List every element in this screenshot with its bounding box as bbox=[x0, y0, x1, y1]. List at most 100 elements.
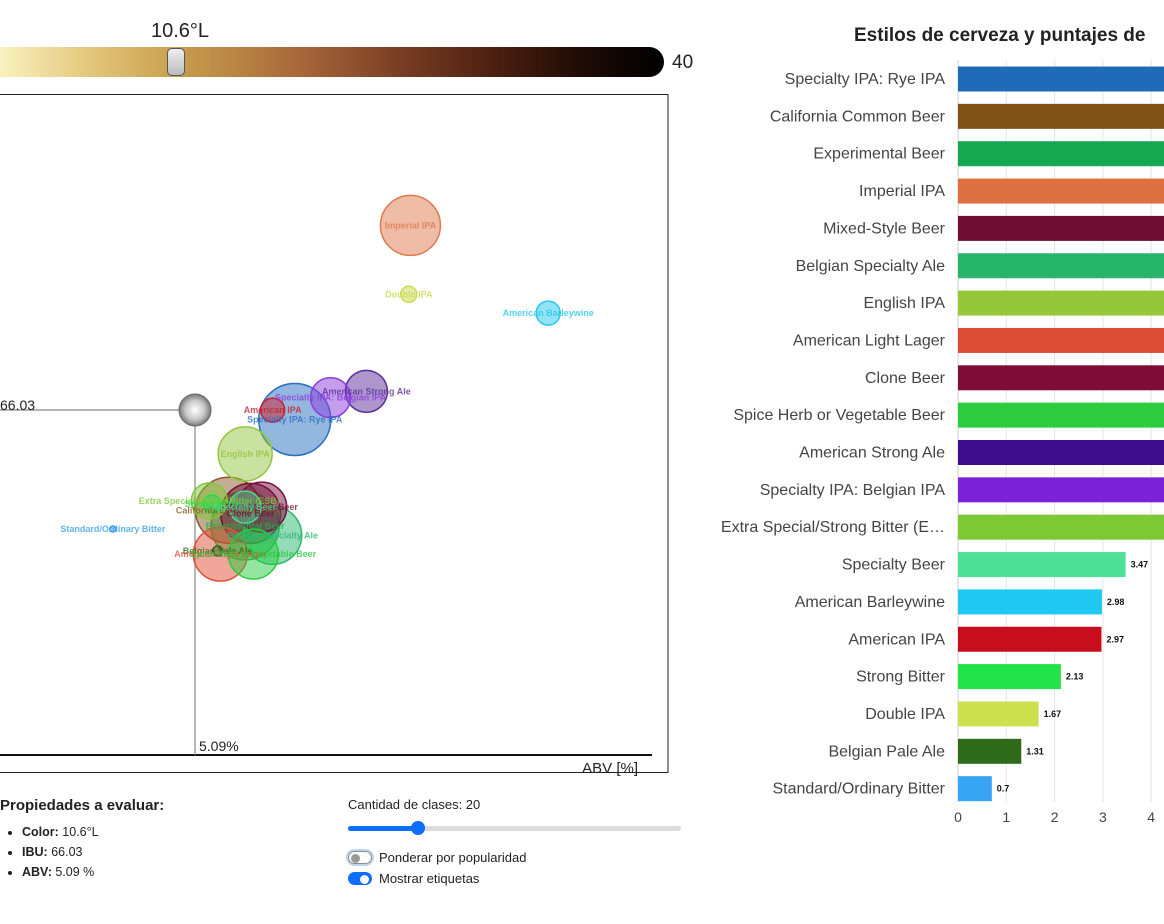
bar bbox=[958, 589, 1102, 615]
bar bbox=[958, 701, 1039, 727]
bar bbox=[958, 178, 1164, 204]
bar-chart-title: Estilos de cerveza y puntajes de bbox=[854, 25, 1146, 46]
point-label: Belgian Pale Ale bbox=[183, 546, 253, 556]
property-name: Color: bbox=[22, 825, 59, 839]
x-tick-label: 3 bbox=[1099, 809, 1107, 825]
bar bbox=[958, 552, 1126, 578]
bar bbox=[958, 253, 1164, 279]
show-labels-toggle[interactable] bbox=[348, 872, 372, 885]
point-label: California Common Beer bbox=[176, 505, 282, 515]
bar-category-label: American Light Lager bbox=[793, 332, 946, 349]
bar bbox=[958, 141, 1164, 167]
show-labels-label[interactable]: Mostrar etiquetas bbox=[379, 871, 480, 886]
bar-category-label: English IPA bbox=[863, 295, 945, 312]
bar-category-label: American Strong Ale bbox=[799, 445, 945, 462]
bar-category-label: Imperial IPA bbox=[859, 183, 945, 200]
bar-value-label: 2.97 bbox=[1106, 634, 1124, 644]
beer-style-point[interactable] bbox=[211, 545, 224, 557]
plot-frame bbox=[0, 94, 669, 773]
bar-category-label: Clone Beer bbox=[865, 370, 946, 387]
point-label: Spice Herb or Vegetable Beer bbox=[191, 549, 317, 559]
bar-category-label: California Common Beer bbox=[770, 108, 946, 125]
bar-chart: Specialty IPA: Rye IPA California Common … bbox=[721, 60, 1164, 825]
bar bbox=[958, 477, 1164, 503]
bar-category-label: Belgian Pale Ale bbox=[828, 743, 945, 760]
beer-style-point[interactable] bbox=[259, 397, 286, 423]
slider-track[interactable] bbox=[348, 826, 681, 831]
bar bbox=[958, 290, 1164, 316]
beer-style-point[interactable] bbox=[202, 494, 222, 514]
bar-value-label: 2.13 bbox=[1066, 672, 1084, 682]
beer-style-point[interactable] bbox=[227, 528, 280, 580]
bar-value-label: 1.67 bbox=[1044, 709, 1062, 719]
bar-value-label: 3.47 bbox=[1131, 560, 1149, 570]
property-color: Color: 10.6°L bbox=[22, 822, 99, 842]
selected-sample-marker bbox=[178, 393, 212, 427]
weight-popularity-row[interactable]: Ponderar por popularidad bbox=[348, 850, 526, 865]
x-tick-label: 2 bbox=[1051, 809, 1059, 825]
bar bbox=[958, 103, 1164, 129]
bar bbox=[958, 738, 1022, 764]
point-label: Specialty Beer bbox=[214, 502, 277, 512]
property-value: 10.6°L bbox=[62, 825, 99, 839]
color-slider-handle[interactable] bbox=[166, 48, 185, 76]
x-tick-label: 0 bbox=[954, 809, 962, 825]
slider-thumb[interactable] bbox=[410, 821, 425, 835]
abv-value-label: 5.09% bbox=[199, 738, 239, 754]
point-label: Extra Special/Strong Bitter (ESB) bbox=[139, 496, 280, 506]
bar-category-label: Extra Special/Strong Bitter (E… bbox=[721, 519, 945, 536]
point-label: Double IPA bbox=[385, 289, 433, 299]
color-gradient-slider[interactable] bbox=[0, 47, 664, 77]
ibu-value-label: 66.03 bbox=[0, 397, 35, 413]
weight-popularity-label[interactable]: Ponderar por popularidad bbox=[379, 850, 527, 865]
toggle-knob bbox=[360, 874, 369, 884]
bar-category-label: American IPA bbox=[848, 631, 945, 648]
bar bbox=[958, 776, 992, 802]
bar bbox=[958, 215, 1164, 241]
bar-category-label: Specialty Beer bbox=[842, 557, 946, 574]
beer-style-point[interactable] bbox=[309, 376, 352, 419]
bar bbox=[958, 66, 1164, 92]
point-label: Strong Bitter bbox=[185, 499, 240, 509]
bar bbox=[958, 440, 1164, 465]
x-tick-label: 4 bbox=[1147, 809, 1155, 825]
bar-category-label: Strong Bitter bbox=[856, 669, 946, 686]
bar-value-label: 1.31 bbox=[1026, 746, 1044, 756]
toggle-knob bbox=[351, 853, 360, 863]
bar bbox=[958, 327, 1164, 353]
point-label: Belgian Specialty Ale bbox=[227, 530, 318, 540]
properties-title: Propiedades a evaluar: bbox=[0, 797, 165, 814]
bar bbox=[958, 514, 1164, 540]
slider-fill bbox=[348, 826, 418, 831]
bar-category-label: Experimental Beer bbox=[813, 146, 945, 163]
show-labels-row[interactable]: Mostrar etiquetas bbox=[348, 871, 479, 886]
point-label: Imperial IPA bbox=[385, 220, 437, 230]
classes-count-slider[interactable] bbox=[348, 821, 681, 835]
beer-style-point[interactable] bbox=[109, 525, 117, 533]
property-value: 66.03 bbox=[51, 845, 83, 859]
bar-category-label: Double IPA bbox=[865, 706, 945, 723]
beer-style-point[interactable] bbox=[400, 285, 418, 304]
property-name: IBU: bbox=[22, 845, 48, 859]
beer-style-point[interactable] bbox=[379, 194, 442, 257]
beer-style-point[interactable] bbox=[535, 300, 561, 326]
point-label: American Barleywine bbox=[503, 308, 594, 318]
bar-category-label: Specialty IPA: Belgian IPA bbox=[760, 482, 946, 499]
property-abv: ABV: 5.09 % bbox=[22, 862, 99, 882]
point-label: Experimental Beer bbox=[206, 521, 286, 531]
color-value-label: 10.6°L bbox=[150, 20, 210, 42]
x-tick-label: 1 bbox=[1002, 809, 1010, 825]
point-label: Mixed-Style Beer bbox=[225, 502, 298, 512]
scatter-chart[interactable]: ABV [%] 66.03 5.09% Imperial IPA Double IPA A… bbox=[0, 94, 672, 776]
property-name: ABV: bbox=[22, 865, 52, 879]
bar-value-label: 2.98 bbox=[1107, 597, 1125, 607]
point-label: Specialty IPA: Belgian IPA bbox=[275, 393, 387, 403]
beer-style-point[interactable] bbox=[228, 490, 262, 524]
bar-category-label: American Barleywine bbox=[795, 594, 945, 611]
classes-count-label: Cantidad de clases: 20 bbox=[348, 797, 481, 812]
bar-category-label: Specialty IPA: Rye IPA bbox=[785, 71, 946, 88]
beer-style-point[interactable] bbox=[217, 426, 273, 482]
bar bbox=[958, 365, 1164, 391]
weight-popularity-toggle[interactable] bbox=[348, 851, 372, 864]
color-max-label: 40 bbox=[672, 52, 694, 73]
